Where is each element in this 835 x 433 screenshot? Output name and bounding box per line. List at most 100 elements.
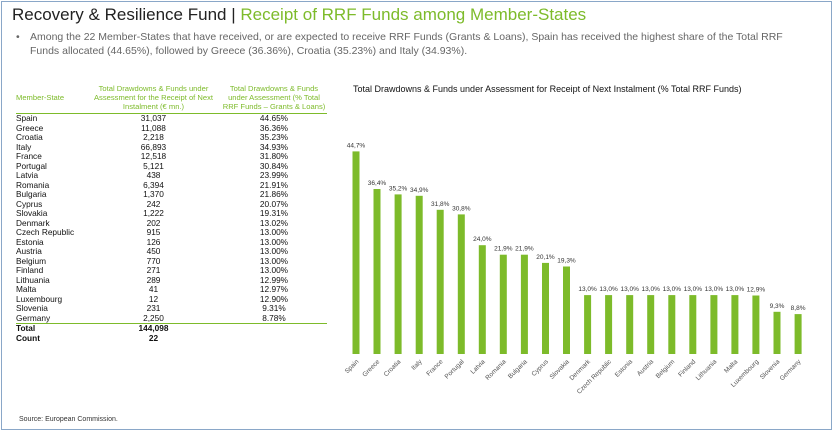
cell-drawdowns-pct: 35.23% xyxy=(259,132,289,142)
cell-drawdowns-pct: 8.78% xyxy=(262,312,286,323)
summary-text: Among the 22 Member-States that have rec… xyxy=(30,31,783,57)
cell-drawdowns-pct: 36.36% xyxy=(259,122,289,133)
data-label: 13,0% xyxy=(578,286,597,293)
cell-drawdowns-pct: 20.07% xyxy=(259,198,289,209)
bar-cyprus xyxy=(542,262,549,354)
x-tick-label: Malta xyxy=(723,358,739,374)
table-row: Italy 66,893 34.93% xyxy=(16,141,327,153)
bar-greece xyxy=(373,189,381,354)
cell-drawdowns-eur: 41 xyxy=(148,284,159,294)
chart-title: Total Drawdowns & Funds under Assessment… xyxy=(353,84,742,94)
cell-drawdowns-eur: 11,088 xyxy=(141,122,166,133)
cell-member-state: Belgium xyxy=(16,255,46,266)
table-row: Spain 31,037 44.65% xyxy=(16,113,327,124)
cell-drawdowns-pct: 44.65% xyxy=(259,113,289,123)
cell-drawdowns-pct: 12.97% xyxy=(259,284,289,294)
cell-drawdowns-eur: 770 xyxy=(146,255,161,266)
table-header-row: Member-State Total Drawdowns & Funds und… xyxy=(16,84,327,114)
x-tick-label: Germany xyxy=(779,358,803,382)
cell-drawdowns-pct: 13.00% xyxy=(259,227,289,237)
bar-france xyxy=(436,209,444,354)
data-label: 20,1% xyxy=(536,254,555,261)
cell-drawdowns-eur: 1,222 xyxy=(143,208,164,218)
title-accent: Receipt of RRF Funds among Member-States xyxy=(240,5,587,24)
cell-member-state: Denmark xyxy=(16,217,50,228)
x-tick-label: Greece xyxy=(361,358,381,378)
bar-czech-republic xyxy=(605,295,613,354)
source-note: Source: European Commission. xyxy=(19,416,118,423)
bar-croatia xyxy=(394,194,402,354)
data-label: 12,9% xyxy=(747,287,766,294)
cell-drawdowns-pct: 13.00% xyxy=(259,246,289,256)
cell-drawdowns-eur: 12,518 xyxy=(140,151,167,161)
cell-drawdowns-pct: 13.00% xyxy=(259,265,289,275)
cell-member-state: Estonia xyxy=(16,236,44,247)
x-tick-label: Bulgaria xyxy=(507,358,529,380)
bar-finland xyxy=(689,295,697,354)
bar-bulgaria xyxy=(520,254,528,354)
cell-member-state: Lithuania xyxy=(16,274,50,285)
bar-germany xyxy=(794,314,802,354)
table-row: Finland 271 13.00% xyxy=(16,265,327,276)
data-label: 13,0% xyxy=(726,286,745,293)
header-drawdowns-pct: Total Drawdowns & Funds under Assessment… xyxy=(221,84,327,114)
data-label: 13,0% xyxy=(620,286,639,293)
total-empty-cell xyxy=(221,323,327,334)
table-row: Estonia 126 13.00% xyxy=(16,236,327,248)
table-count-row: Count 22 xyxy=(16,332,327,344)
table-row: Malta 41 12.97% xyxy=(16,284,327,295)
x-tick-label: Italy xyxy=(410,358,424,372)
bar-estonia xyxy=(626,295,634,354)
table-row: Luxembourg 12 12.90% xyxy=(16,294,327,305)
table-row: Greece 11,088 36.36% xyxy=(16,122,327,134)
cell-drawdowns-eur: 438 xyxy=(146,170,161,180)
bar-lithuania xyxy=(710,295,718,354)
bar-luxembourg xyxy=(752,295,760,354)
cell-member-state: Austria xyxy=(16,246,42,256)
table-row: Cyprus 242 20.07% xyxy=(16,198,327,210)
bar-belgium xyxy=(668,295,676,354)
table-row: Czech Republic 915 13.00% xyxy=(16,227,327,238)
page-title: Recovery & Resilience Fund | Receipt of … xyxy=(12,4,586,26)
table-row: Slovakia 1,222 19.31% xyxy=(16,208,327,219)
table-row: Romania 6,394 21.91% xyxy=(16,179,327,191)
table-row: Lithuania 289 12.99% xyxy=(16,274,327,286)
cell-drawdowns-eur: 2,250 xyxy=(143,312,164,323)
data-label: 44,7% xyxy=(347,142,366,149)
x-tick-label: Estonia xyxy=(614,358,635,379)
cell-member-state: Finland xyxy=(16,265,44,275)
table-body: Spain 31,037 44.65% Greece 11,088 36.36% Croat… xyxy=(16,113,327,324)
data-label: 35,2% xyxy=(389,185,408,192)
x-tick-label: Latvia xyxy=(469,358,486,375)
cell-drawdowns-pct: 21.91% xyxy=(259,179,289,190)
table-row: France 12,518 31.80% xyxy=(16,151,327,162)
summary-bullet: • Among the 22 Member-States that have r… xyxy=(16,30,806,58)
cell-drawdowns-eur: 450 xyxy=(146,246,161,256)
table-row: Germany 2,250 8.78% xyxy=(16,312,327,324)
cell-member-state: Malta xyxy=(16,284,37,294)
cell-member-state: Spain xyxy=(16,113,38,123)
table-row: Portugal 5,121 30.84% xyxy=(16,161,327,172)
data-label: 21,9% xyxy=(515,246,534,253)
cell-member-state: Slovenia xyxy=(16,303,48,313)
bar-italy xyxy=(415,195,423,354)
data-label: 13,0% xyxy=(684,286,703,293)
bullet-dot-icon: • xyxy=(16,31,20,43)
data-label: 30,8% xyxy=(452,205,471,212)
cell-drawdowns-eur: 66,893 xyxy=(140,141,167,152)
x-tick-label: Lithuania xyxy=(695,358,719,382)
cell-member-state: Croatia xyxy=(16,132,43,142)
x-tick-label: Cyprus xyxy=(530,358,550,378)
title-main: Recovery & Resilience Fund xyxy=(12,5,227,24)
count-label: Count xyxy=(16,332,40,343)
cell-member-state: Italy xyxy=(16,141,32,152)
x-tick-label: Romania xyxy=(484,358,508,382)
cell-drawdowns-eur: 271 xyxy=(146,265,161,275)
x-tick-label: Spain xyxy=(344,358,361,375)
cell-drawdowns-eur: 6,394 xyxy=(143,179,164,190)
data-label: 13,0% xyxy=(599,286,618,293)
cell-member-state: Czech Republic xyxy=(16,227,75,237)
table-row: Croatia 2,218 35.23% xyxy=(16,132,327,143)
table-row: Denmark 202 13.02% xyxy=(16,217,327,229)
cell-drawdowns-pct: 13.00% xyxy=(259,236,289,247)
